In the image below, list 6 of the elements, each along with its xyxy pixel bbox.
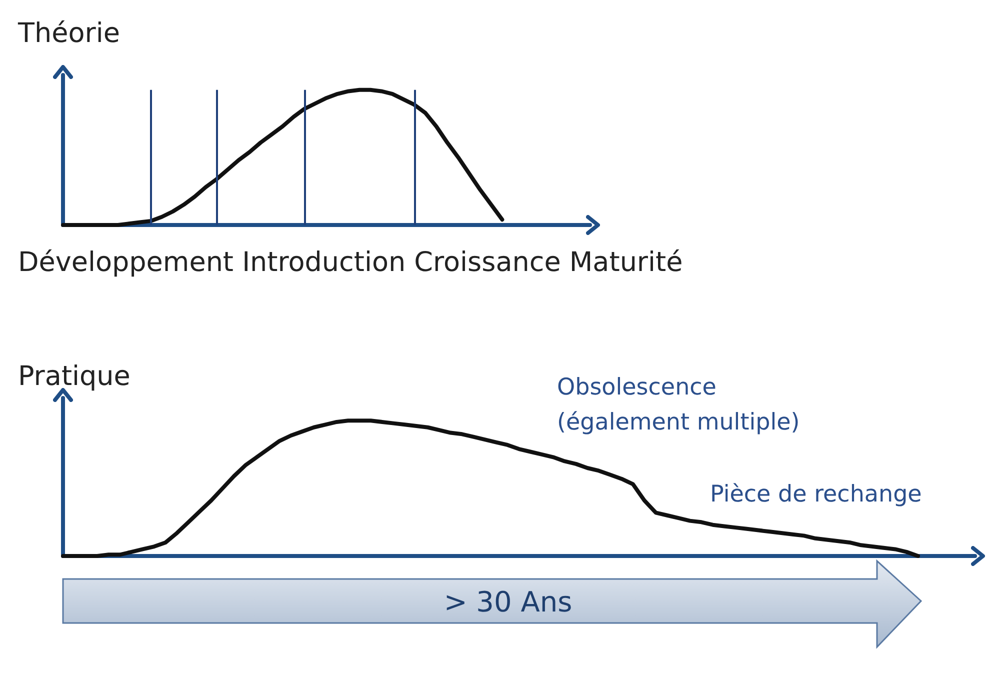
text: > 30 Ans: [444, 586, 572, 618]
annotation: Obsolescence (également multiple): [557, 374, 800, 436]
x-axis-title: Développement Introduction Croissance Maturité: [18, 247, 683, 278]
chart-title: Théorie: [17, 18, 120, 49]
annotation: Pièce de rechange: [710, 482, 922, 508]
chart-title: Pratique: [18, 361, 130, 392]
